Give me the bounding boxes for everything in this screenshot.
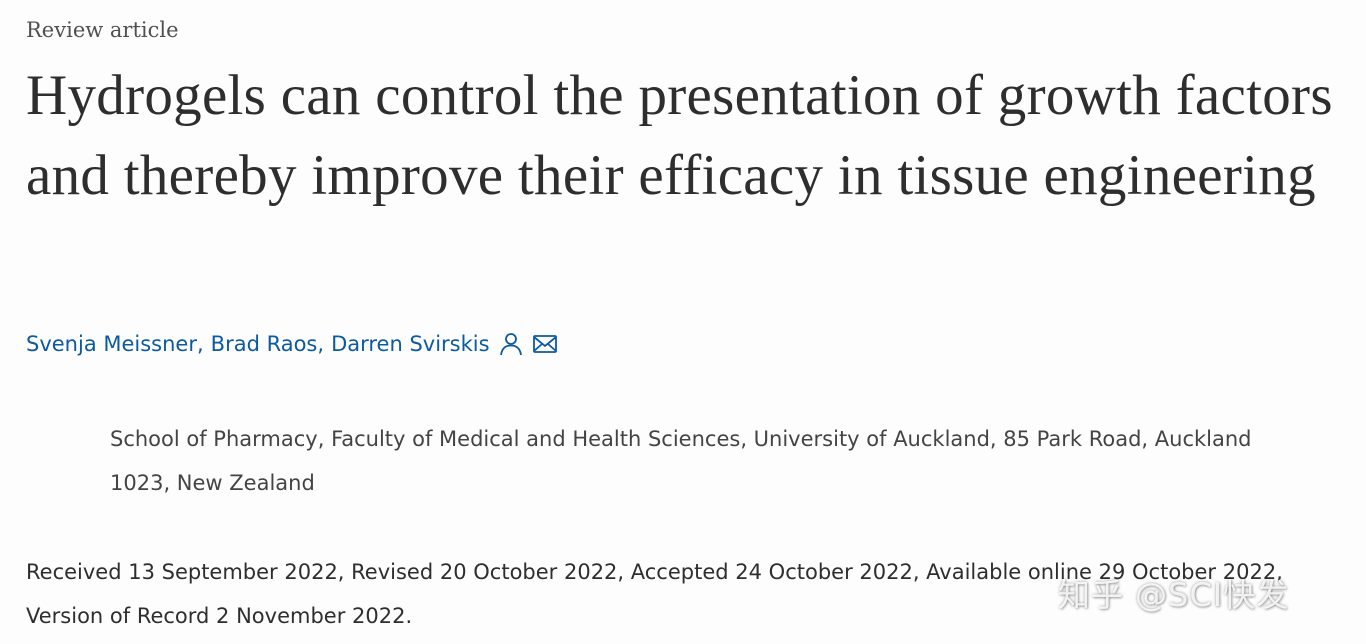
author-separator: , [317, 332, 325, 356]
author-link[interactable]: Svenja Meissner [26, 332, 197, 356]
article-title: Hydrogels can control the presentation o… [26, 64, 1333, 207]
envelope-icon[interactable] [532, 331, 558, 357]
author-link[interactable]: Darren Svirskis [331, 332, 490, 356]
publication-history: Received 13 September 2022, Revised 20 O… [26, 560, 1283, 628]
person-icon[interactable] [498, 331, 524, 357]
watermark: 知乎 @SCI快发 [1058, 576, 1290, 614]
author-separator: , [196, 332, 204, 356]
author-link[interactable]: Brad Raos [210, 332, 318, 356]
author-list: Svenja Meissner, Brad Raos, Darren Svirs… [26, 331, 558, 357]
article-type: Review article [26, 18, 179, 42]
affiliation: School of Pharmacy, Faculty of Medical a… [110, 427, 1252, 495]
